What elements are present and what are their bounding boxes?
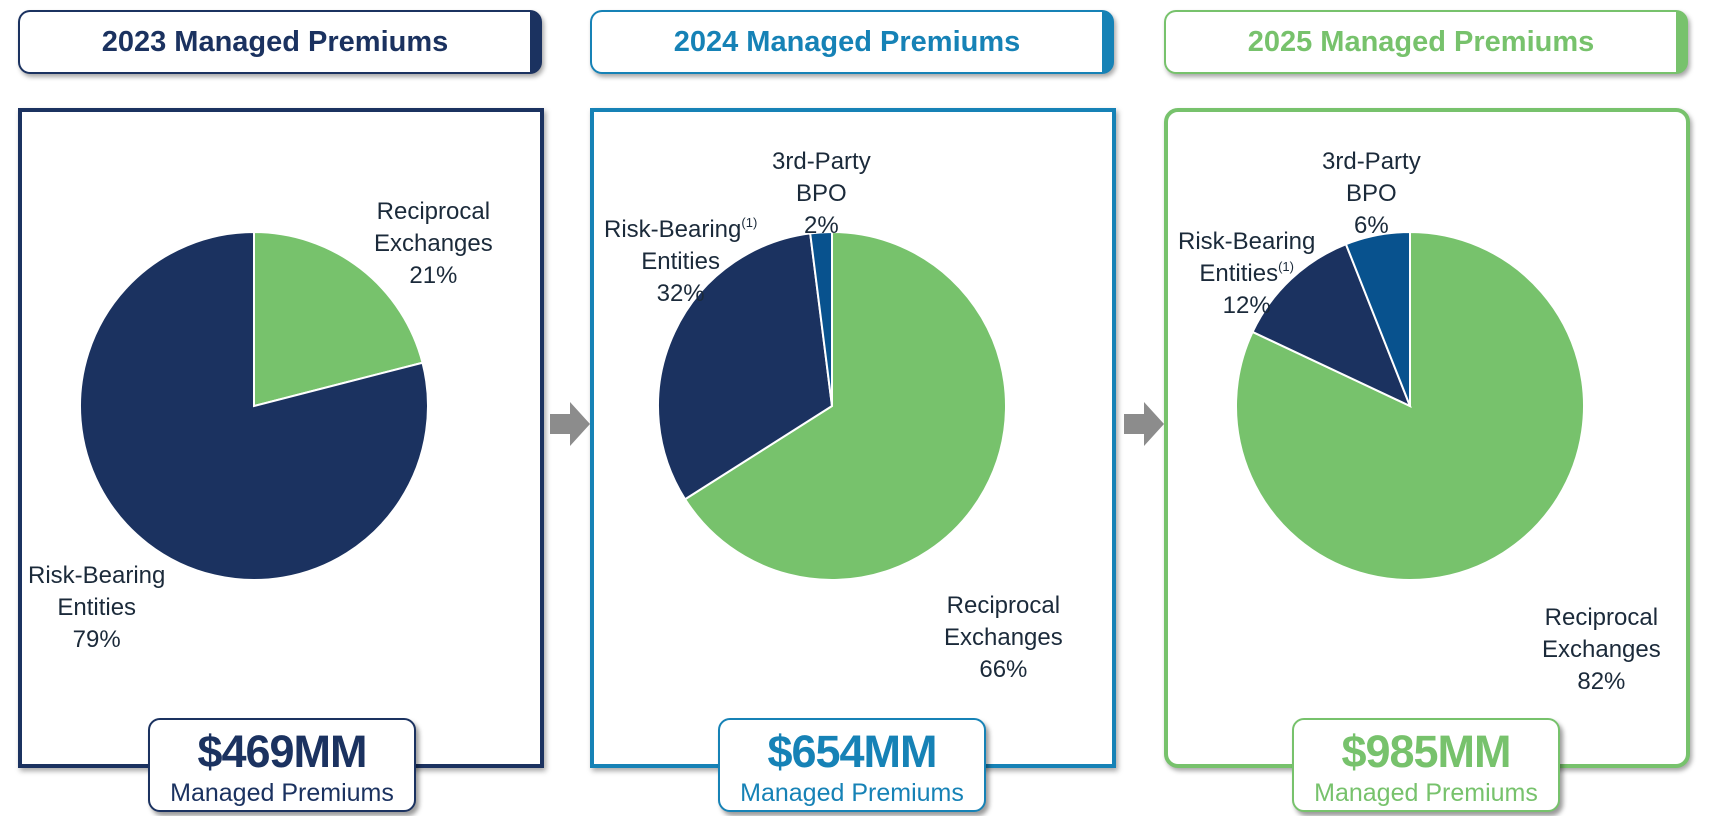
total-caption-2025: Managed Premiums xyxy=(1314,779,1538,807)
total-caption-2023: Managed Premiums xyxy=(170,779,394,807)
pie-slice-3rd-party xyxy=(1344,230,1411,407)
title-box-2025: 2025 Managed Premiums xyxy=(1164,10,1688,74)
pie-chart-2024 xyxy=(657,230,1008,581)
panel-2023: 2023 Managed Premiums Reciprocal Exchang… xyxy=(18,0,548,816)
slice-label-third-party-bpo-2025: 3rd-Party BPO 6% xyxy=(1322,148,1421,239)
pie-slice-risk-bearing xyxy=(657,232,834,501)
pie-chart-2023 xyxy=(78,230,429,581)
title-box-2023: 2023 Managed Premiums xyxy=(18,10,542,74)
total-value-2025: $985MM xyxy=(1341,726,1511,777)
slice-label-risk-bearing-entities-2025: Risk-Bearing Entities(1) 12% xyxy=(1178,228,1316,319)
slice-label-reciprocal-exchanges-2023: Reciprocal Exchanges 21% xyxy=(374,198,493,289)
total-value-2023: $469MM xyxy=(197,726,367,777)
pie-slice-risk-bearing xyxy=(78,230,429,581)
chart-title-2023: 2023 Managed Premiums xyxy=(101,25,449,58)
right-arrow-icon xyxy=(550,402,590,446)
title-box-2024: 2024 Managed Premiums xyxy=(590,10,1114,74)
pie-slice-reciprocal xyxy=(683,230,1008,581)
slice-label-third-party-bpo-2024: 3rd-Party BPO 2% xyxy=(772,148,871,239)
pie-slice-3rd-party xyxy=(809,230,833,407)
chart-title-2025: 2025 Managed Premiums xyxy=(1247,25,1595,58)
pie-chart-2025 xyxy=(1234,230,1585,581)
slice-label-reciprocal-exchanges-2024: Reciprocal Exchanges 66% xyxy=(944,592,1063,683)
total-value-2024: $654MM xyxy=(767,726,937,777)
panel-2024: 2024 Managed Premiums Reciprocal Exchang… xyxy=(590,0,1120,816)
total-box-2024: $654MM Managed Premiums xyxy=(718,718,986,812)
pie-frame-2024: Reciprocal Exchanges 66% Risk-Bearing(1)… xyxy=(590,108,1116,768)
pie-frame-2023: Reciprocal Exchanges 21% Risk-Bearing En… xyxy=(18,108,544,768)
panel-2025: 2025 Managed Premiums Reciprocal Exchang… xyxy=(1164,0,1694,816)
slice-label-reciprocal-exchanges-2025: Reciprocal Exchanges 82% xyxy=(1542,604,1661,695)
chart-title-2024: 2024 Managed Premiums xyxy=(673,25,1021,58)
total-box-2023: $469MM Managed Premiums xyxy=(148,718,416,812)
total-caption-2024: Managed Premiums xyxy=(740,779,964,807)
pie-slice-risk-bearing xyxy=(1251,242,1412,408)
total-box-2025: $985MM Managed Premiums xyxy=(1292,718,1560,812)
right-arrow-icon xyxy=(1124,402,1164,446)
pie-frame-2025: Reciprocal Exchanges 82% Risk-Bearing En… xyxy=(1164,108,1690,768)
slice-label-risk-bearing-entities-2024: Risk-Bearing(1) Entities 32% xyxy=(604,215,758,307)
slice-label-risk-bearing-entities-2023: Risk-Bearing Entities 79% xyxy=(28,562,166,653)
pie-slice-reciprocal xyxy=(253,230,424,408)
